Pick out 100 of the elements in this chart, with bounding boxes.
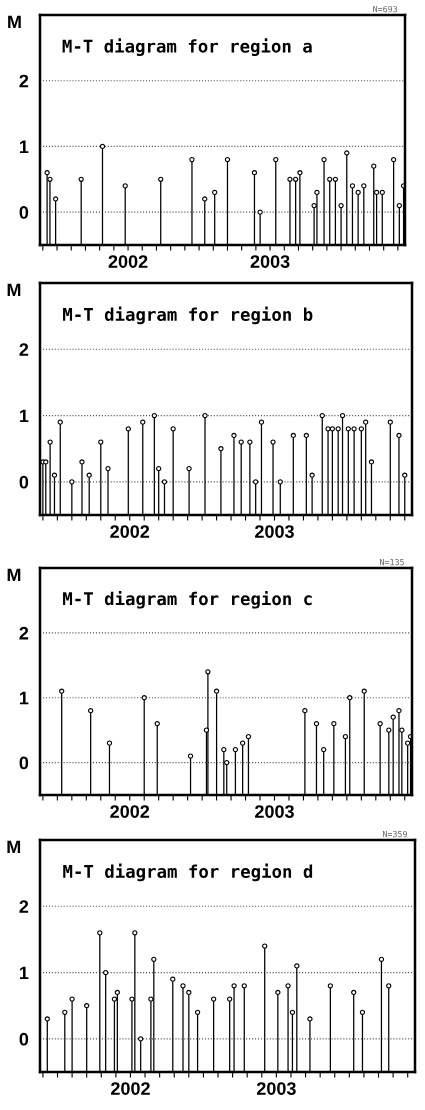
point [396, 708, 402, 714]
text: M-T diagram for region b [63, 306, 313, 325]
point [313, 721, 320, 727]
point [314, 189, 320, 196]
text: M-T diagram for region a [62, 38, 312, 57]
point [321, 156, 327, 163]
point [240, 740, 246, 746]
point [363, 419, 369, 425]
point [232, 746, 239, 753]
point [148, 996, 154, 1002]
point [335, 426, 341, 432]
point [338, 202, 344, 209]
point [368, 459, 375, 465]
x-tick-label: 2002 [108, 255, 148, 268]
point [347, 695, 353, 701]
point [303, 432, 309, 439]
point [390, 156, 397, 163]
point [245, 733, 252, 740]
y-axis-title: M [8, 15, 21, 29]
point [307, 1016, 313, 1022]
point [187, 753, 194, 759]
point [170, 976, 176, 982]
point [99, 143, 106, 150]
point [311, 202, 317, 209]
y-tick-label: 2 [19, 626, 29, 640]
point [359, 1009, 366, 1015]
point [106, 740, 113, 746]
point [402, 472, 408, 478]
point [213, 688, 220, 694]
point [105, 465, 111, 472]
point [325, 426, 331, 432]
point [371, 163, 377, 169]
y-tick-label: 2 [19, 74, 29, 88]
x-tick-label: 2002 [110, 525, 150, 538]
y-tick-label: 2 [19, 343, 29, 356]
point [262, 943, 268, 949]
text: N=693 [373, 5, 398, 13]
text: N=135 [380, 558, 404, 566]
point [47, 439, 53, 445]
point [210, 996, 217, 1002]
point [202, 412, 208, 419]
point [186, 465, 192, 472]
point [273, 156, 279, 163]
point [86, 472, 92, 478]
point [293, 176, 299, 182]
y-axis-title: M [7, 283, 21, 297]
point [180, 983, 186, 989]
point [132, 930, 138, 936]
x-tick-label: 2003 [255, 525, 294, 539]
point [379, 189, 385, 196]
point [238, 439, 244, 445]
point [405, 740, 411, 746]
point [355, 189, 361, 196]
point [122, 183, 128, 189]
y-tick-label: 1 [19, 140, 29, 153]
point [327, 176, 333, 182]
point [309, 472, 315, 478]
point [399, 727, 405, 733]
point [62, 1009, 68, 1015]
point [289, 1009, 296, 1015]
point [140, 419, 146, 425]
point [361, 183, 367, 189]
point [103, 969, 109, 976]
point [396, 202, 402, 209]
point [156, 465, 162, 472]
point [44, 170, 50, 176]
point [270, 439, 276, 445]
point [361, 688, 367, 694]
point [52, 196, 59, 202]
point [231, 432, 237, 439]
text: M-T diagram for region d [63, 863, 313, 882]
point [79, 459, 85, 465]
point [227, 996, 233, 1002]
point [345, 426, 351, 432]
point [349, 183, 356, 189]
point [297, 170, 303, 176]
y-tick-label: 1 [19, 691, 29, 705]
point [351, 426, 357, 432]
point [285, 983, 291, 989]
point [247, 439, 253, 445]
point [78, 176, 84, 182]
point [212, 189, 218, 196]
point [390, 714, 396, 720]
point [373, 189, 380, 196]
point [321, 746, 327, 753]
point [154, 721, 160, 727]
point [129, 996, 135, 1002]
point [170, 426, 176, 432]
point [97, 930, 103, 936]
point [202, 196, 208, 202]
point [125, 426, 131, 432]
point [339, 412, 346, 419]
x-tick-label: 2003 [256, 1082, 296, 1096]
point [231, 983, 237, 989]
point [151, 956, 157, 962]
x-tick-label: 2002 [110, 805, 150, 818]
point [342, 733, 349, 740]
point [221, 746, 227, 753]
point [241, 983, 247, 989]
y-tick-label: 0 [19, 206, 29, 219]
